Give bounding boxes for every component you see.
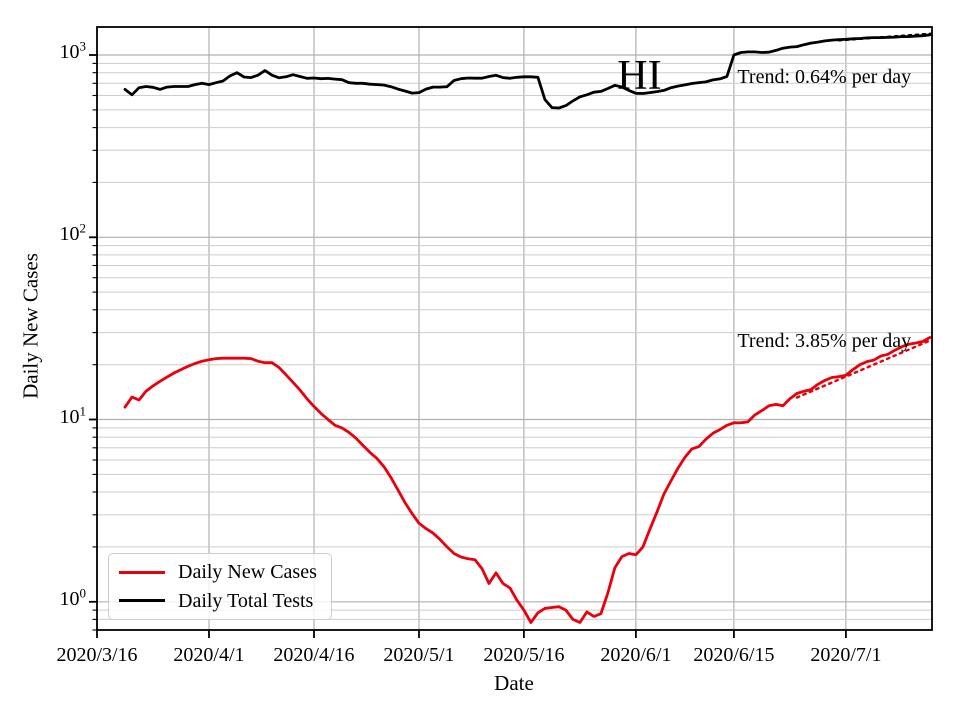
legend: Daily New Cases Daily Total Tests (108, 553, 332, 620)
legend-line-sample-red (119, 570, 165, 574)
chart-title: HI (617, 53, 662, 100)
x-tick-label: 2020/7/1 (810, 644, 882, 666)
x-tick-label: 2020/6/15 (693, 644, 775, 666)
x-tick-label: 2020/5/16 (483, 644, 565, 666)
x-tick-label: 2020/4/1 (173, 644, 245, 666)
x-axis-label: Date (494, 671, 534, 695)
legend-label: Daily New Cases (178, 561, 317, 584)
legend-line-sample-black (119, 599, 165, 603)
x-tick-label: 2020/4/16 (273, 644, 355, 666)
x-tick-label: 2020/3/16 (56, 644, 138, 666)
x-tick-label: 2020/6/1 (600, 644, 672, 666)
y-tick-label: 102 (59, 220, 87, 246)
trend-annotation-tests: Trend: 0.64% per day (737, 66, 912, 89)
y-tick-label: 101 (59, 402, 87, 428)
y-axis-label: Daily New Cases (18, 253, 43, 399)
legend-label: Daily Total Tests (178, 589, 314, 612)
x-tick-label: 2020/5/1 (383, 644, 455, 666)
legend-entry-new-cases: Daily New Cases (119, 562, 325, 582)
y-tick-label: 100 (59, 585, 87, 610)
y-tick-label: 103 (59, 38, 87, 64)
legend-entry-total-tests: Daily Total Tests (119, 591, 325, 611)
trend-annotation-cases: Trend: 3.85% per day (737, 329, 912, 352)
